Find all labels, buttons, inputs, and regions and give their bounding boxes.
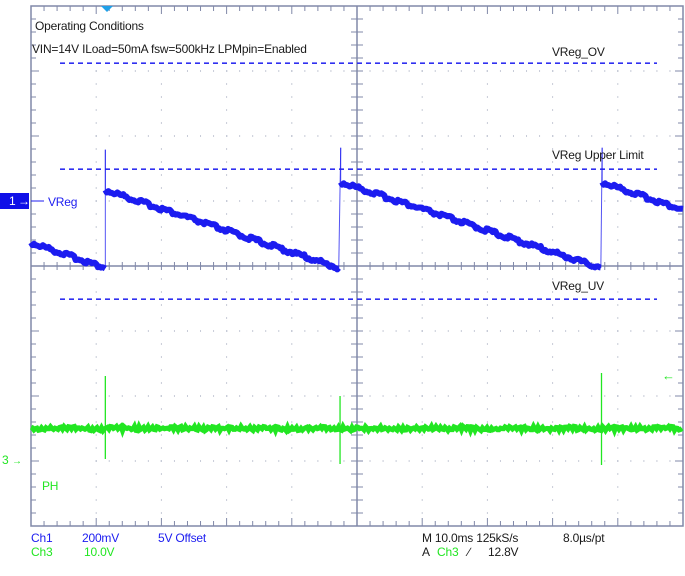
- ch1-scale[interactable]: 200mV: [82, 531, 120, 545]
- ch3-ground-marker[interactable]: 3 →: [2, 453, 22, 469]
- ch1-name: Ch1: [31, 531, 53, 545]
- timebase[interactable]: M 10.0ms 125kS/s: [422, 531, 519, 545]
- trigger-prefix: A: [422, 545, 430, 559]
- status-bar: Ch1 200mV 5V Offset Ch3 10.0V M 10.0ms 1…: [0, 528, 685, 576]
- trigger-level[interactable]: 12.8V: [488, 545, 519, 559]
- ch1-vreg-trace: [338, 180, 603, 271]
- ch1-vreg-trace: [102, 188, 341, 273]
- ch3-ph-trace: [29, 420, 684, 438]
- ch1-offset[interactable]: 5V Offset: [158, 531, 207, 545]
- annotation-title: Operating Conditions: [35, 19, 144, 33]
- rising-edge-icon: ∕: [468, 545, 470, 559]
- ch1-trace-label: VReg: [48, 195, 78, 209]
- ch1-vreg-trace: [599, 180, 685, 212]
- trigger-source[interactable]: Ch3: [437, 545, 459, 559]
- label-vreg-upper-limit: VReg Upper Limit: [552, 148, 644, 162]
- ch3-trace-label: PH: [42, 479, 59, 493]
- sample-resolution: 8.0µs/pt: [563, 531, 605, 545]
- traces: [28, 147, 685, 465]
- ch1-marker-number: 1: [9, 194, 16, 208]
- waveform-plot: [28, 5, 685, 527]
- graticule: [30, 5, 684, 527]
- label-vreg-ov: VReg_OV: [552, 45, 605, 59]
- ch3-name: Ch3: [31, 545, 53, 559]
- arrow-right-icon: →: [18, 194, 30, 208]
- trigger-position-icon: [101, 6, 113, 12]
- ch3-marker-number: 3: [2, 453, 9, 467]
- arrow-right-icon: →: [12, 456, 23, 467]
- ch3-scale[interactable]: 10.0V: [84, 545, 115, 559]
- ch1-ground-marker[interactable]: 1 →: [0, 193, 30, 209]
- reference-lines: [60, 62, 657, 300]
- annotation-conditions: VIN=14V ILoad=50mA fsw=500kHz LPMpin=Ena…: [32, 42, 307, 56]
- ch1-vreg-trace: [28, 240, 107, 272]
- label-vreg-uv: VReg_UV: [552, 279, 604, 293]
- trigger-level-arrow-icon[interactable]: ←: [662, 368, 675, 383]
